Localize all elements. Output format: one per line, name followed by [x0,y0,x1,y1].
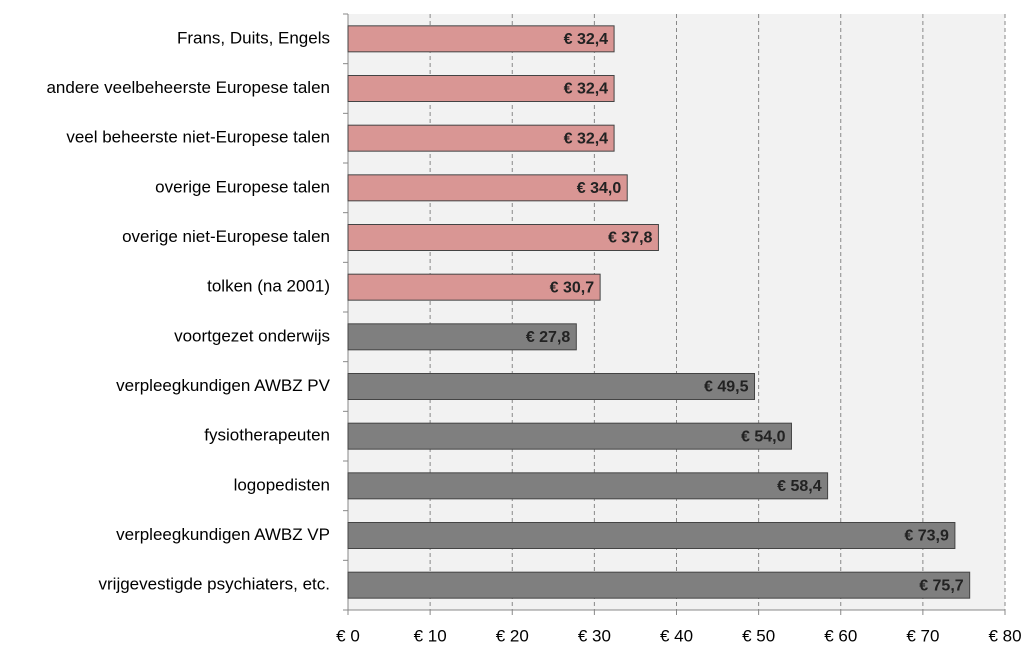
bar [347,174,628,202]
bar [347,224,659,251]
x-tick-label: € 0 [336,626,360,645]
y-tick-label: overige niet-Europese talen [122,227,330,246]
bar [347,422,792,450]
value-label: € 32,4 [564,130,609,147]
bar [347,472,829,500]
value-label: € 54,0 [741,428,786,445]
bar [347,75,615,102]
x-tick-label: € 30 [578,626,611,645]
y-tick-label: overige Europese talen [155,177,330,196]
x-tick-label: € 80 [988,626,1021,645]
y-tick-label: logopedisten [234,475,330,494]
x-tick-label: € 40 [660,626,693,645]
y-tick-label: andere veelbeheerste Europese talen [46,78,330,97]
bar [347,571,971,599]
bar [347,273,601,301]
value-label: € 30,7 [550,279,595,296]
y-tick-label: Frans, Duits, Engels [177,28,330,47]
value-label: € 73,9 [904,528,949,545]
value-label: € 37,8 [608,230,653,247]
bar [347,373,756,400]
value-label: € 58,4 [777,478,822,495]
value-label: € 49,5 [704,379,749,396]
y-tick-label: verpleegkundigen AWBZ PV [116,376,331,395]
x-tick-label: € 10 [414,626,447,645]
x-tick-label: € 50 [742,626,775,645]
y-tick-label: verpleegkundigen AWBZ VP [116,525,330,544]
value-label: € 32,4 [564,31,609,48]
y-tick-label: tolken (na 2001) [207,277,330,296]
value-label: € 32,4 [564,81,609,98]
x-tick-label: € 70 [906,626,939,645]
value-label: € 27,8 [526,329,571,346]
y-tick-label: voortgezet onderwijs [174,326,330,345]
value-label: € 34,0 [577,180,622,197]
y-tick-label: veel beheerste niet-Europese talen [66,128,330,147]
bar [347,522,956,549]
value-label: € 75,7 [919,577,964,594]
y-tick-label: vrijgevestigde psychiaters, etc. [99,575,331,594]
bar [347,323,577,351]
bar [347,25,615,53]
x-tick-label: € 60 [824,626,857,645]
x-tick-label: € 20 [496,626,529,645]
bar [347,124,615,152]
y-tick-label: fysiotherapeuten [204,426,330,445]
